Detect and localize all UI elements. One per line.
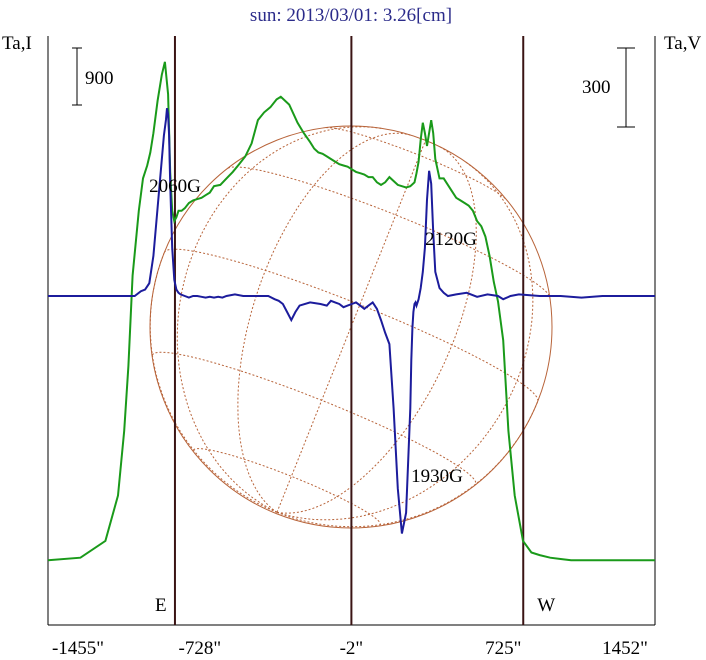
series-line-ta-v: [48, 108, 655, 534]
right-axis-label: Ta,V: [664, 33, 701, 54]
chart-title: sun: 2013/03/01: 3.26[cm]: [250, 5, 452, 26]
right-scale-bar: 300: [582, 47, 635, 128]
x-tick-label: -1455": [52, 638, 104, 659]
x-axis-tick-labels: -1455" -728" -2" 725" 1452": [52, 638, 648, 659]
west-limb-label: W: [537, 595, 555, 616]
annotation-2120g: 2120G: [425, 229, 477, 250]
left-scale-bar-label: 900: [85, 68, 114, 89]
x-tick-label: -728": [179, 638, 222, 659]
grid-line: [326, 127, 507, 200]
series-line-ta-i: [47, 61, 655, 562]
grid-line: [227, 166, 551, 297]
grid-line: [276, 146, 477, 514]
annotation-1930g: 1930G: [411, 466, 463, 487]
left-axis-label: Ta,I: [2, 33, 32, 54]
x-tick-label: -2": [340, 638, 364, 659]
right-scale-bar-label: 300: [582, 77, 611, 98]
left-scale-bar: 900: [72, 47, 114, 106]
x-tick-label: 725": [485, 638, 521, 659]
heliographic-grid: [149, 126, 551, 528]
east-limb-label: E: [155, 595, 167, 616]
x-tick-label: 1452": [602, 638, 648, 659]
grid-line: [276, 161, 534, 521]
grid-line: [149, 252, 278, 513]
grid-line: [237, 132, 411, 513]
grid-line: [276, 140, 426, 513]
annotation-2060g: 2060G: [149, 176, 201, 197]
grid-line: [276, 401, 539, 528]
